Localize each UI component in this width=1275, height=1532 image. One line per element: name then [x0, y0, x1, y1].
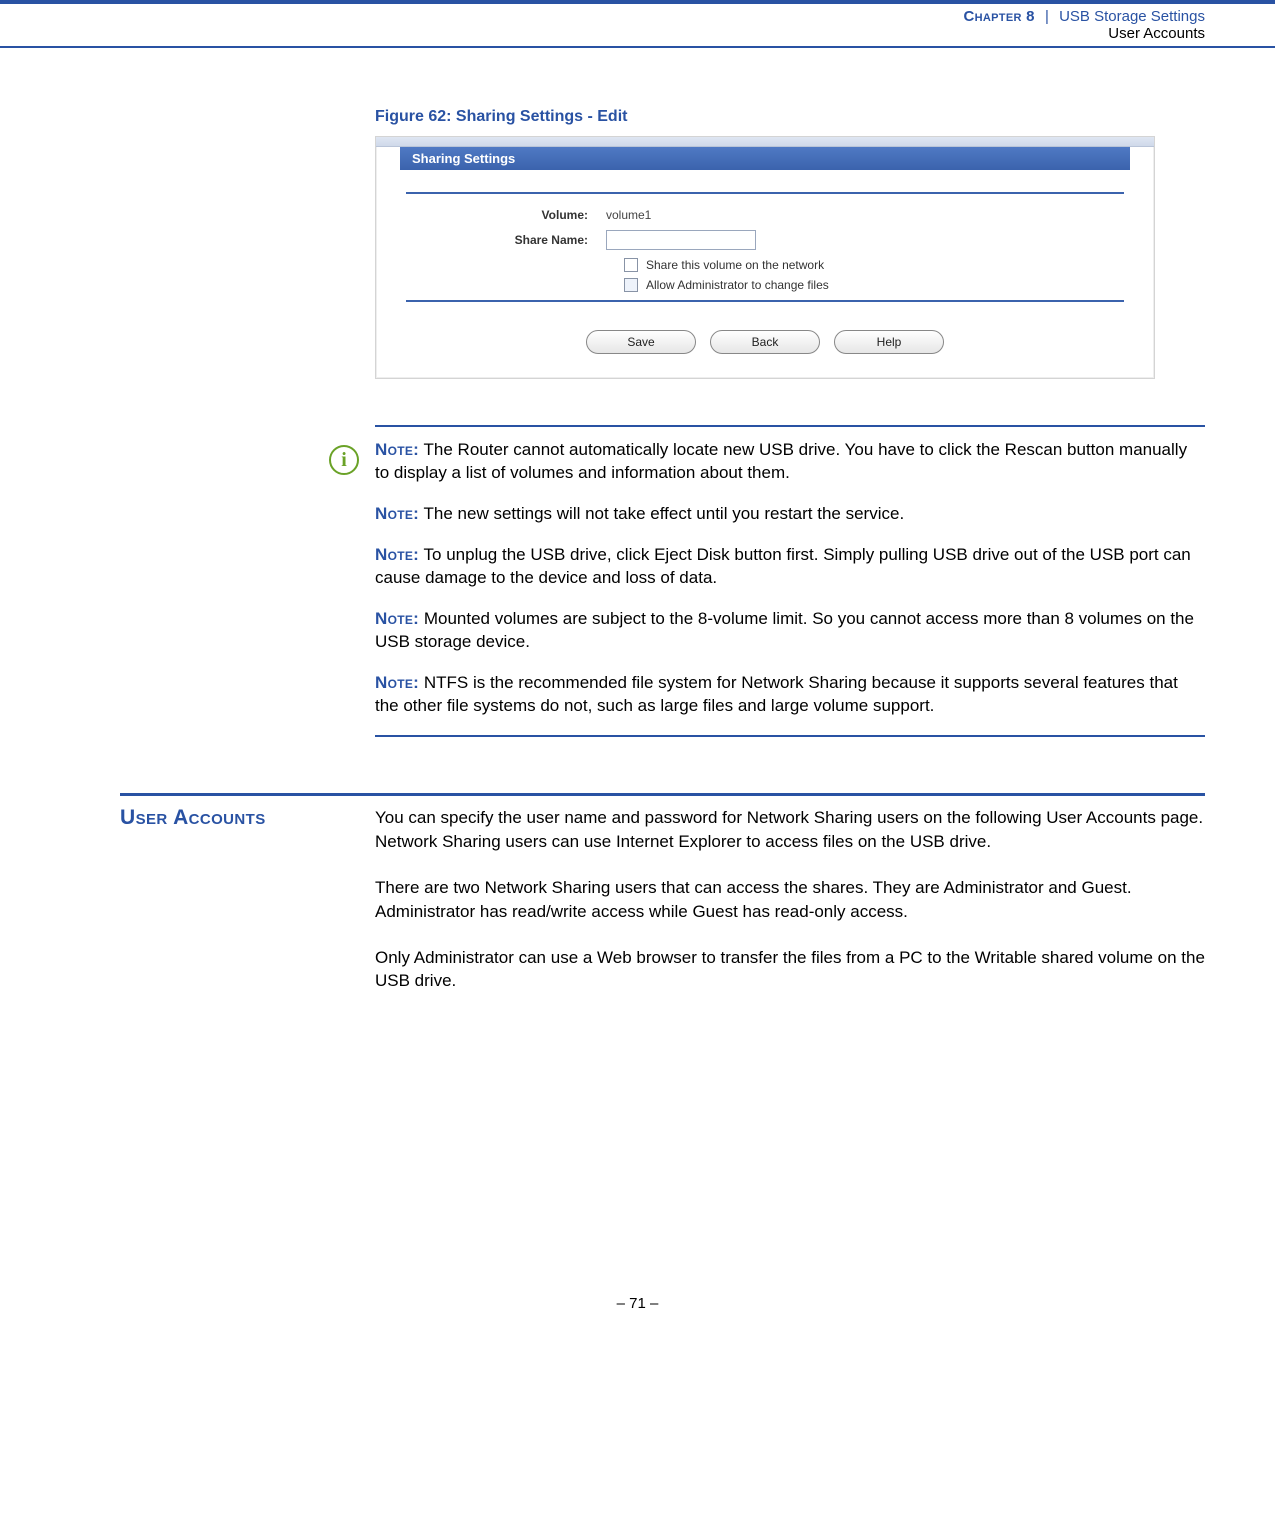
note-label: Note:	[375, 504, 419, 523]
header-section-title: User Accounts	[0, 25, 1205, 42]
save-button[interactable]: Save	[586, 330, 696, 354]
note-text: The Router cannot automatically locate n…	[375, 440, 1187, 482]
chapter-label-wrap: Chapter 8 | USB Storage Settings	[964, 8, 1205, 25]
screenshot-divider	[406, 192, 1124, 194]
screenshot-sharing-settings: Sharing Settings Volume: volume1 Share N…	[375, 136, 1155, 379]
share-name-input[interactable]	[606, 230, 756, 250]
screenshot-divider-2	[406, 300, 1124, 302]
share-name-label: Share Name:	[406, 233, 606, 247]
info-icon: i	[329, 445, 359, 475]
body-paragraph: You can specify the user name and passwo…	[375, 806, 1205, 854]
note-4: Note: Mounted volumes are subject to the…	[375, 608, 1205, 654]
screenshot-window-chrome	[376, 137, 1154, 147]
body-paragraph: Only Administrator can use a Web browser…	[375, 946, 1205, 994]
volume-value: volume1	[606, 208, 651, 222]
screenshot-panel-title: Sharing Settings	[400, 147, 1130, 170]
checkbox-share-network[interactable]	[624, 258, 638, 272]
note-label: Note:	[375, 545, 419, 564]
volume-row: Volume: volume1	[406, 208, 1124, 222]
section-rule	[120, 793, 1205, 796]
figure-caption: Figure 62: Sharing Settings - Edit	[375, 108, 1205, 126]
note-text: Mounted volumes are subject to the 8-vol…	[375, 609, 1194, 651]
screenshot-body: Volume: volume1 Share Name: Share this v…	[376, 170, 1154, 378]
volume-label: Volume:	[406, 208, 606, 222]
share-name-row: Share Name:	[406, 230, 1124, 250]
note-1: i Note: The Router cannot automatically …	[375, 439, 1205, 485]
checkbox-admin-row: Allow Administrator to change files	[624, 278, 1124, 292]
screenshot-button-row: Save Back Help	[406, 316, 1124, 370]
header-separator: |	[1045, 8, 1049, 25]
section-row: User Accounts You can specify the user n…	[120, 806, 1205, 1015]
chapter-title: USB Storage Settings	[1059, 8, 1205, 25]
chapter-label: Chapter 8	[964, 8, 1035, 25]
help-button[interactable]: Help	[834, 330, 944, 354]
note-top-rule	[375, 425, 1205, 427]
back-button[interactable]: Back	[710, 330, 820, 354]
note-text: To unplug the USB drive, click Eject Dis…	[375, 545, 1191, 587]
note-label: Note:	[375, 609, 419, 628]
section-body: You can specify the user name and passwo…	[375, 806, 1205, 1015]
checkbox-share-network-label: Share this volume on the network	[646, 258, 824, 272]
page-footer: – 71 –	[0, 1295, 1275, 1332]
note-bottom-rule	[375, 735, 1205, 737]
content-column: Figure 62: Sharing Settings - Edit Shari…	[375, 108, 1205, 737]
body-paragraph: There are two Network Sharing users that…	[375, 876, 1205, 924]
page-header: Chapter 8 | USB Storage Settings User Ac…	[0, 0, 1275, 48]
section-heading: User Accounts	[120, 806, 375, 830]
note-label: Note:	[375, 440, 419, 459]
note-label: Note:	[375, 673, 419, 692]
note-block: i Note: The Router cannot automatically …	[375, 425, 1205, 737]
note-5: Note: NTFS is the recommended file syste…	[375, 672, 1205, 718]
note-text: NTFS is the recommended file system for …	[375, 673, 1178, 715]
note-3: Note: To unplug the USB drive, click Eje…	[375, 544, 1205, 590]
section-rule-wrap	[120, 793, 1205, 796]
checkbox-share-row: Share this volume on the network	[624, 258, 1124, 272]
note-2: Note: The new settings will not take eff…	[375, 503, 1205, 526]
note-text: The new settings will not take effect un…	[424, 504, 905, 523]
checkbox-allow-admin[interactable]	[624, 278, 638, 292]
checkbox-allow-admin-label: Allow Administrator to change files	[646, 278, 829, 292]
